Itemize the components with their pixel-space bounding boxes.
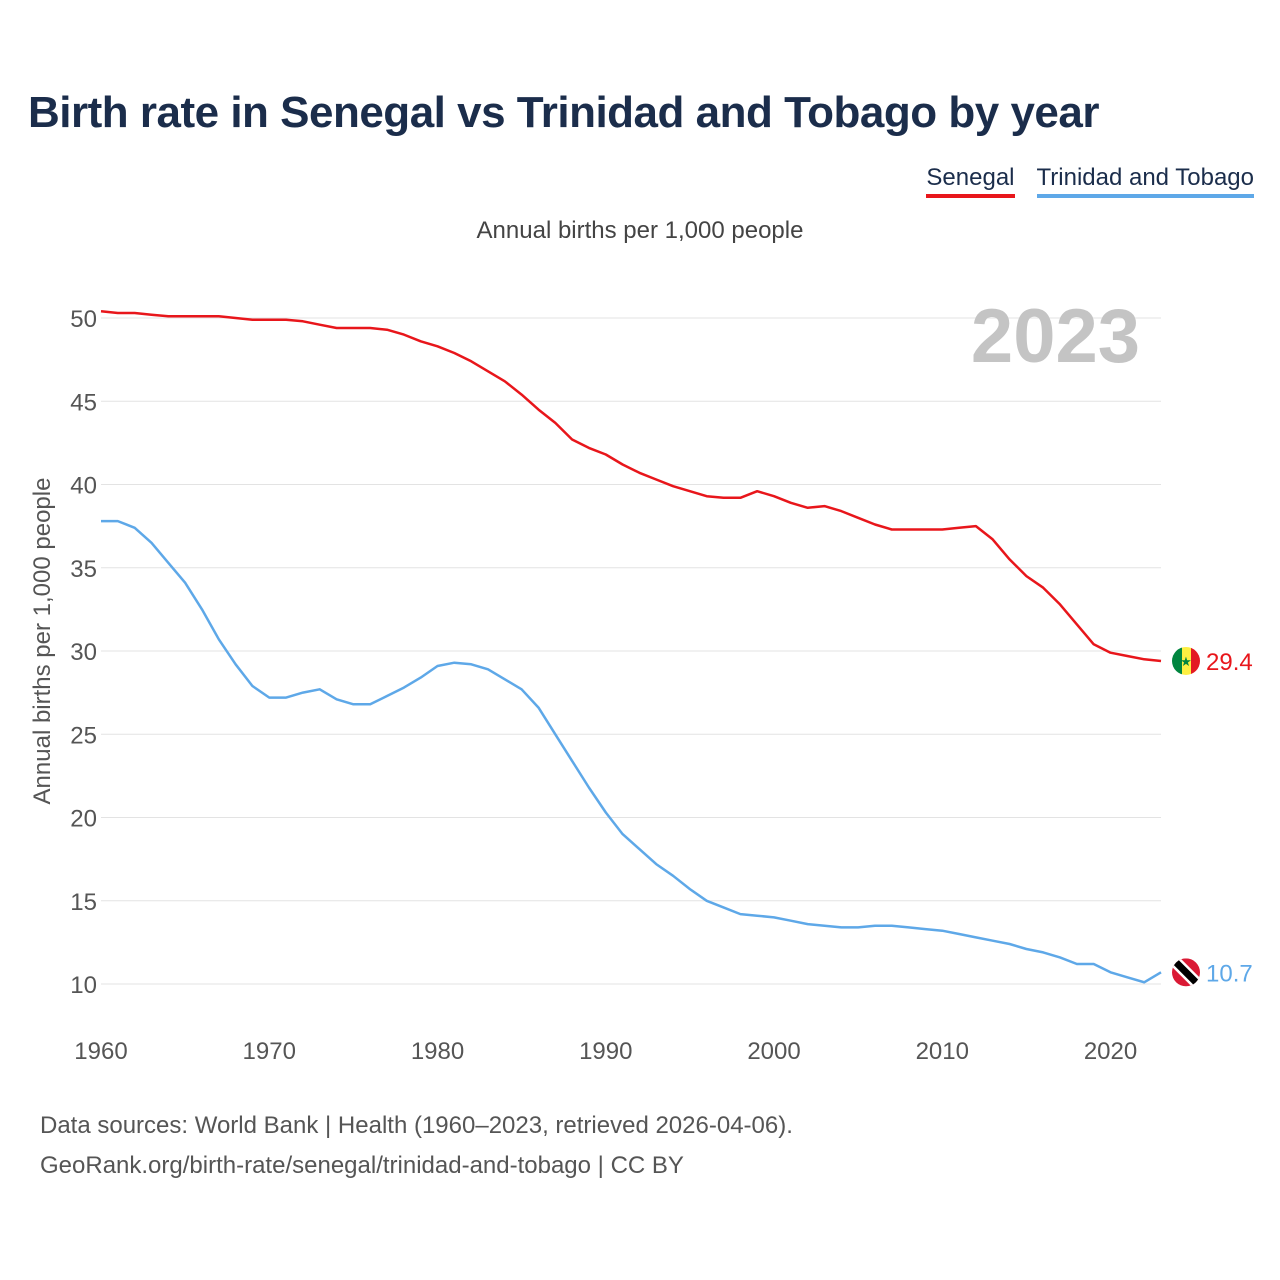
chart-subtitle: Annual births per 1,000 people: [476, 217, 804, 244]
y-tick-label: 40: [70, 473, 97, 500]
y-tick-label: 30: [70, 639, 97, 666]
series-line-trinidad-and-tobago: [101, 519, 1162, 984]
x-tick-label: 1980: [411, 1038, 464, 1065]
x-tick-label: 2000: [747, 1038, 800, 1065]
y-tick-label: 35: [70, 556, 97, 583]
line-chart: 10 15 20 25 30 35 40 45 50 1960 1970 1980 1990 2000 2…: [29, 294, 1253, 1065]
y-tick-label: 50: [70, 306, 97, 333]
chart-title: Birth rate in Senegal vs Trinidad and To…: [28, 88, 1100, 137]
legend: Senegal Trinidad and Tobago: [926, 164, 1254, 198]
footer-sources: Data sources: World Bank | Health (1960–…: [40, 1112, 793, 1139]
legend-item-senegal[interactable]: Senegal: [926, 164, 1015, 198]
x-tick-label: 2010: [916, 1038, 969, 1065]
x-tick-label: 1990: [579, 1038, 632, 1065]
svg-text:★: ★: [1180, 655, 1192, 670]
footer: Data sources: World Bank | Health (1960–…: [40, 1106, 793, 1186]
footer-attribution: GeoRank.org/birth-rate/senegal/trinidad-…: [40, 1152, 684, 1179]
y-tick-label: 45: [70, 389, 97, 416]
y-axis-ticks: 10 15 20 25 30 35 40 45 50: [70, 306, 97, 999]
end-markers: ★ 29.4 10.7: [1172, 646, 1253, 987]
year-badge: 2023: [971, 294, 1140, 379]
y-tick-label: 20: [70, 806, 97, 833]
x-tick-label: 1960: [74, 1038, 127, 1065]
x-tick-label: 2020: [1084, 1038, 1137, 1065]
y-tick-label: 25: [70, 722, 97, 749]
y-tick-label: 15: [70, 889, 97, 916]
y-tick-label: 10: [70, 972, 97, 999]
senegal-flag-icon: ★: [1172, 646, 1200, 675]
x-tick-label: 1970: [243, 1038, 296, 1065]
grid-lines: [101, 317, 1161, 985]
end-value-label: 29.4: [1206, 649, 1253, 676]
x-axis-ticks: 1960 1970 1980 1990 2000 2010 2020: [74, 1038, 1137, 1065]
trinidad-flag-icon: [1172, 958, 1200, 987]
end-value-label: 10.7: [1206, 960, 1253, 987]
legend-item-trinidad-and-tobago[interactable]: Trinidad and Tobago: [1036, 164, 1254, 198]
y-axis-label: Annual births per 1,000 people: [29, 478, 56, 805]
series-group: [100, 310, 1162, 984]
series-line-senegal: [100, 310, 1162, 663]
